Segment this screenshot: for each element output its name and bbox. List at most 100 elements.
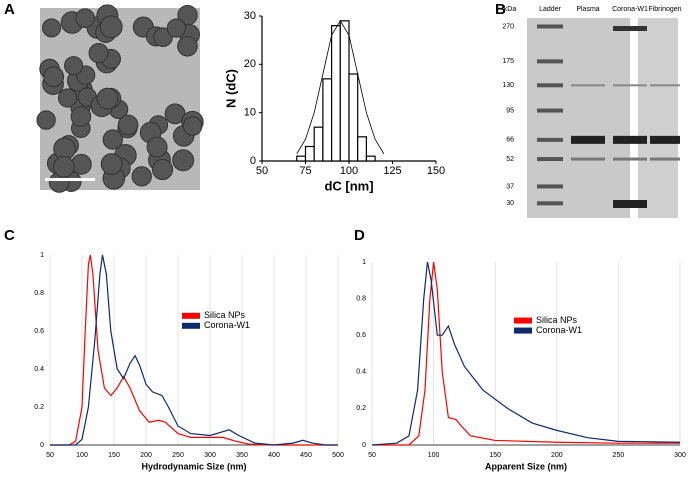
x-axis-title: Hydrodynamic Size (nm) [141, 461, 246, 471]
bar [339, 20, 350, 162]
legend-swatch [514, 327, 532, 334]
band [571, 135, 605, 144]
marker-label: 95 [506, 107, 514, 114]
particle [166, 18, 187, 38]
y-tick-label: 0.6 [34, 328, 44, 335]
particle [70, 153, 92, 175]
y-tick-label: 0.4 [34, 366, 44, 373]
legend-label: Corona-W1 [204, 320, 250, 330]
bar [357, 136, 368, 162]
particle [131, 166, 152, 187]
bar [331, 25, 341, 162]
particle [151, 158, 174, 181]
bar [348, 73, 359, 162]
ladder-band [537, 201, 563, 206]
x-axis-title: dC [nm] [324, 178, 373, 193]
y-tick-label: 0.2 [34, 404, 44, 411]
x-tick-label: 50 [256, 165, 268, 177]
x-tick-label: 450 [300, 452, 312, 459]
particle [177, 35, 198, 57]
bar [304, 145, 315, 162]
band [650, 157, 680, 161]
ladder-band [537, 83, 563, 88]
legend-label: Corona-W1 [536, 325, 582, 335]
bar [313, 126, 324, 162]
y-tick-label: 0 [250, 155, 256, 167]
particle [75, 8, 95, 28]
lane-label: Corona-W1 [612, 6, 648, 13]
particle [43, 66, 65, 88]
ladder-band [537, 24, 563, 29]
legend-swatch [182, 322, 200, 329]
ladder-band [537, 137, 563, 142]
marker-label: 52 [506, 156, 514, 163]
band [613, 135, 647, 144]
x-tick-label: 200 [551, 452, 563, 459]
y-tick-label: 0 [362, 442, 366, 449]
y-tick-label: 1 [40, 252, 44, 259]
particle [96, 87, 119, 110]
line-series [372, 261, 680, 446]
y-tick-label: 0.6 [356, 332, 366, 339]
legend-label: Silica NPs [536, 315, 578, 325]
x-tick-label: 150 [427, 165, 445, 177]
x-tick-label: 500 [332, 452, 344, 459]
marker-label: 37 [506, 183, 514, 190]
ladder-band [537, 157, 563, 162]
line-series [50, 254, 338, 446]
x-tick-label: 50 [46, 452, 54, 459]
y-tick-label: 20 [244, 58, 256, 70]
particle [153, 27, 173, 48]
unit-label: kDa [504, 6, 517, 13]
bar [296, 155, 307, 162]
y-axis-title: N (dC) [223, 69, 238, 108]
marker-label: 130 [502, 82, 514, 89]
y-tick-label: 1 [362, 259, 366, 266]
fit-curve [296, 20, 385, 154]
x-tick-label: 150 [489, 452, 501, 459]
y-tick-label: 0.8 [34, 290, 44, 297]
y-tick-label: 30 [244, 10, 256, 22]
particle [70, 106, 92, 127]
y-tick-label: 0.2 [356, 405, 366, 412]
marker-label: 66 [506, 137, 514, 144]
band [613, 200, 647, 208]
lane-label: Plasma [576, 6, 599, 13]
gel [638, 18, 678, 218]
x-tick-label: 250 [613, 452, 625, 459]
x-tick-label: 300 [674, 452, 686, 459]
particle [57, 88, 78, 108]
particle [88, 43, 109, 64]
band [650, 84, 680, 87]
legend-label: Silica NPs [204, 310, 246, 320]
particle [117, 114, 139, 136]
ladder-band [537, 184, 563, 189]
bar [365, 155, 376, 162]
x-tick-label: 100 [428, 452, 440, 459]
panel-letter: A [4, 1, 15, 18]
band [650, 135, 680, 144]
scale-bar [45, 178, 95, 181]
marker-label: 30 [506, 200, 514, 207]
particle [41, 18, 62, 38]
x-tick-label: 125 [383, 165, 401, 177]
x-axis-title: Apparent Size (nm) [485, 461, 567, 471]
x-tick-label: 300 [204, 452, 216, 459]
x-tick-label: 250 [172, 452, 184, 459]
y-tick-label: 0 [40, 442, 44, 449]
lane-label: Fibrinogen [648, 6, 681, 13]
x-tick-label: 75 [299, 165, 311, 177]
panel-letter: C [4, 227, 15, 244]
legend-swatch [182, 312, 200, 319]
band [613, 26, 647, 31]
x-tick-label: 200 [140, 452, 152, 459]
particle [99, 15, 123, 39]
particle [182, 116, 203, 136]
tem-particles [36, 4, 204, 193]
particle [102, 129, 123, 150]
particle [146, 136, 168, 158]
particle [36, 110, 56, 130]
band [571, 84, 605, 87]
line-series [371, 261, 681, 446]
